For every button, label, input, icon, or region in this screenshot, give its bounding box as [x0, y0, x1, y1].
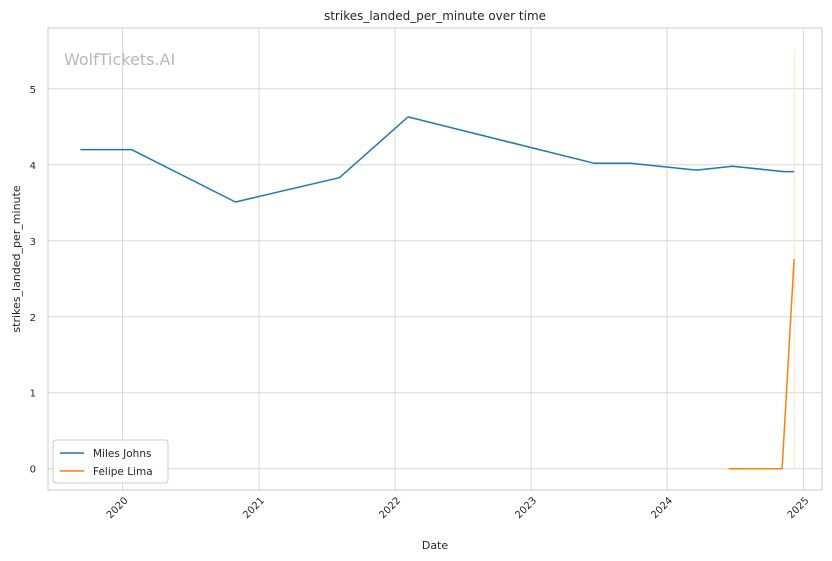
y-tick-label-5: 5	[30, 85, 36, 96]
chart-title: strikes_landed_per_minute over time	[324, 9, 546, 23]
grid-lines	[48, 28, 822, 490]
y-tick-label-4: 4	[30, 161, 36, 172]
legend-label-miles-johns: Miles Johns	[93, 448, 151, 460]
y-tick-label-1: 1	[30, 389, 36, 400]
series-group	[80, 50, 795, 470]
series-line-miles-johns	[80, 116, 795, 203]
y-tick-label-3: 3	[30, 237, 36, 248]
watermark: WolfTickets.AI	[64, 50, 175, 69]
y-axis-label: strikes_landed_per_minute	[10, 185, 23, 332]
legend-box	[52, 439, 169, 484]
y-tick-label-2: 2	[30, 313, 36, 324]
legend-label-felipe-lima: Felipe Lima	[93, 466, 153, 478]
x-axis-label: Date	[422, 539, 449, 552]
y-axis-ticks: 0 1 2 3 4 5	[30, 85, 36, 476]
y-tick-label-0: 0	[30, 465, 36, 476]
series-line-felipe-lima	[728, 258, 795, 470]
legend: Miles Johns Felipe Lima	[52, 439, 169, 484]
plot-frame	[47, 27, 823, 491]
